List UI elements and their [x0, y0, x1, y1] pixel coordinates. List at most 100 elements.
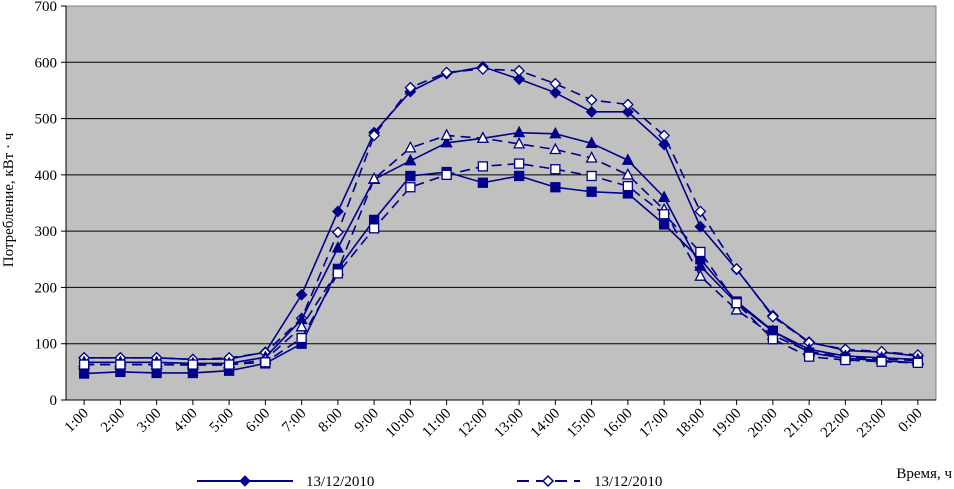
y-tick-label: 100 — [35, 337, 58, 353]
x-tick-label: 9:00 — [352, 406, 382, 436]
x-tick-label: 5:00 — [207, 406, 237, 436]
x-tick-label: 1:00 — [62, 406, 92, 436]
data-point-diamond — [476, 63, 489, 75]
x-tick-label: 7:00 — [279, 406, 309, 436]
x-tick-label: 6:00 — [243, 406, 273, 436]
series-line — [84, 134, 918, 366]
data-point-diamond — [694, 220, 707, 233]
data-point-diamond — [585, 94, 598, 106]
data-point-triangle — [549, 142, 562, 155]
data-point-diamond — [730, 262, 743, 275]
x-tick-label: 3:00 — [134, 406, 164, 436]
data-point-square — [695, 246, 706, 258]
data-point-triangle — [621, 167, 634, 180]
data-point-square — [115, 359, 126, 370]
x-tick-label: 17:00 — [636, 406, 671, 441]
x-tick-label: 4:00 — [171, 406, 201, 436]
data-point-triangle — [404, 140, 417, 153]
data-point-square — [513, 170, 525, 182]
data-point-square — [550, 164, 561, 175]
data-point-triangle — [694, 269, 707, 281]
data-point-diamond — [295, 288, 308, 301]
data-point-square — [840, 354, 851, 366]
data-point-diamond — [658, 129, 671, 142]
data-point-square — [296, 332, 307, 344]
series-line — [84, 171, 918, 375]
data-point-square — [368, 214, 380, 226]
data-point-square — [223, 359, 235, 370]
y-tick-label: 300 — [35, 224, 58, 240]
data-point-square — [767, 325, 779, 336]
gridlines — [65, 6, 936, 401]
x-tick-label: 23:00 — [854, 406, 889, 441]
legend-marker-dashed — [541, 474, 555, 488]
data-point-diamond — [513, 73, 526, 86]
data-point-square — [441, 169, 452, 181]
data-point-square — [731, 298, 742, 309]
series-line — [84, 162, 918, 366]
data-point-triangle — [295, 319, 308, 332]
data-point-diamond — [513, 64, 526, 77]
data-point-square — [912, 357, 924, 369]
data-point-triangle — [585, 151, 598, 163]
y-axis-title: Потребление, кВт · ч — [1, 132, 17, 267]
data-point-triangle — [585, 136, 598, 148]
series-line — [84, 65, 918, 361]
x-tick-label: 19:00 — [709, 406, 744, 441]
data-point-square — [658, 219, 670, 230]
data-point-square — [405, 170, 416, 182]
data-point-triangle — [549, 126, 562, 139]
data-point-diamond — [766, 310, 779, 323]
data-point-square — [405, 182, 416, 193]
data-point-square — [622, 180, 634, 192]
y-tick-label: 0 — [50, 393, 58, 409]
data-point-triangle — [513, 137, 526, 149]
data-point-square — [78, 368, 90, 379]
data-point-square — [658, 209, 670, 220]
data-point-square — [876, 356, 887, 367]
data-point-triangle — [730, 303, 743, 315]
data-point-square — [78, 359, 90, 370]
x-tick-label: 14:00 — [528, 406, 563, 441]
data-point-square — [477, 161, 489, 172]
plot-area — [65, 5, 937, 401]
data-point-square — [332, 268, 344, 279]
y-tick-label: 400 — [35, 168, 58, 184]
x-tick-label: 18:00 — [673, 406, 708, 441]
x-tick-label: 22:00 — [818, 406, 853, 441]
data-point-square — [767, 334, 779, 345]
series-group — [78, 60, 924, 379]
data-point-triangle — [476, 131, 489, 143]
data-point-diamond — [331, 226, 344, 239]
data-point-square — [187, 367, 199, 379]
legend-marker-solid — [239, 475, 251, 487]
x-tick-label: 8:00 — [316, 406, 346, 436]
data-point-triangle — [658, 190, 671, 203]
data-point-diamond — [621, 98, 634, 111]
data-point-square — [368, 223, 380, 234]
y-tick-label: 200 — [35, 280, 58, 296]
x-tick-label: 13:00 — [491, 406, 526, 441]
y-tick-label: 500 — [35, 112, 58, 128]
data-point-square — [513, 158, 525, 169]
legend: 13/12/2010 13/12/2010 — [197, 474, 662, 489]
data-point-diamond — [440, 66, 453, 79]
data-point-square — [260, 357, 271, 368]
x-axis-ticks: 1:00 2:00 3:00 4:00 5:00 6:00 7:00 8:00 9:00 10:0… — [62, 400, 926, 441]
legend-label-dashed: 13/12/2010 — [594, 474, 662, 489]
data-point-diamond — [694, 205, 707, 218]
data-point-triangle — [440, 135, 453, 148]
legend-label-solid: 13/12/2010 — [306, 474, 374, 489]
x-tick-label: 0:00 — [896, 406, 926, 436]
data-point-square — [477, 177, 489, 188]
data-point-square — [151, 359, 162, 370]
data-point-square — [803, 351, 815, 362]
data-point-triangle — [621, 153, 634, 165]
x-tick-label: 16:00 — [600, 406, 635, 441]
y-tick-label: 600 — [35, 55, 58, 71]
y-axis-ticks: 0 100 200 300 400 500 600 700 — [35, 0, 66, 409]
y-tick-label: 700 — [35, 0, 58, 15]
data-point-diamond — [331, 205, 344, 218]
data-point-diamond — [621, 105, 634, 118]
